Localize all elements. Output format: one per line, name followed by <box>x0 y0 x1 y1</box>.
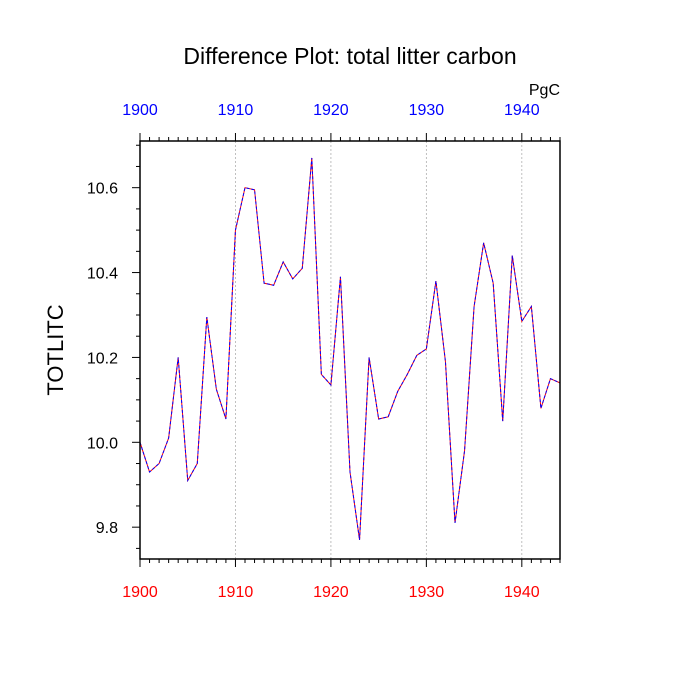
x-tick-label-bottom-1920: 1920 <box>313 584 349 601</box>
x-tick-label-bottom-1940: 1940 <box>504 584 540 601</box>
y-tick-label-10.4: 10.4 <box>87 266 118 283</box>
label-layer: 9.8 10.0 10.2 10.4 10.6 1900 1900 1910 1910 1920 1… <box>87 102 540 601</box>
chart-title: Difference Plot: total litter carbon <box>183 43 516 69</box>
y-tick-label-10: 10.0 <box>87 435 118 452</box>
x-tick-label-bottom-1910: 1910 <box>218 584 254 601</box>
units-label: PgC <box>529 82 560 99</box>
x-tick-label-bottom-1900: 1900 <box>122 584 158 601</box>
x-tick-label-top-1930: 1930 <box>409 102 445 119</box>
x-tick-label-top-1940: 1940 <box>504 102 540 119</box>
grid-layer <box>235 141 523 559</box>
x-tick-label-bottom-1930: 1930 <box>409 584 445 601</box>
y-tick-label-9.8: 9.8 <box>96 520 118 537</box>
series-line-comparison <box>139 157 561 540</box>
x-tick-label-top-1920: 1920 <box>313 102 349 119</box>
y-tick-label-10.2: 10.2 <box>87 350 118 367</box>
plot-frame <box>139 140 561 560</box>
y-axis-label: TOTLITC <box>43 304 68 395</box>
x-tick-label-top-1900: 1900 <box>122 102 158 119</box>
x-tick-label-top-1910: 1910 <box>218 102 254 119</box>
axis-layer <box>132 133 561 567</box>
y-tick-label-10.6: 10.6 <box>87 181 118 198</box>
series-line-reference <box>139 157 561 540</box>
series-layer <box>139 157 561 540</box>
